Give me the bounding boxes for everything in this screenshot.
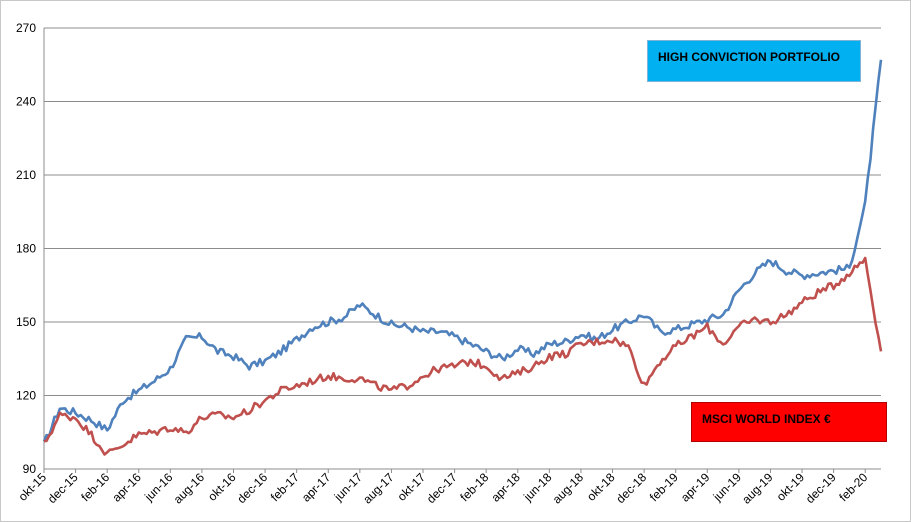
x-tick-label: jun-19 [710, 470, 744, 504]
x-tick-label: dec-15 [45, 470, 81, 506]
x-tick-label: dec-18 [613, 470, 649, 506]
y-tick-label: 150 [16, 315, 36, 329]
x-tick-label: aug-18 [550, 470, 587, 507]
x-tick-label: feb-19 [647, 470, 681, 504]
series-line-high-conviction-portfolio [42, 59, 883, 442]
x-tick-label: apr-18 [488, 470, 523, 505]
y-tick-label: 210 [16, 168, 36, 182]
legend-high-conviction-portfolio: HIGH CONVICTION PORTFOLIO [647, 40, 861, 82]
x-tick-label: aug-19 [739, 470, 776, 507]
x-tick-label: aug-17 [360, 470, 397, 507]
x-tick-label: apr-19 [678, 470, 713, 505]
x-tick-label: dec-19 [803, 470, 839, 506]
x-tick-label: jun-16 [141, 470, 175, 504]
x-tick-label: apr-17 [299, 470, 334, 505]
x-tick-label: okt-16 [205, 470, 239, 504]
x-tick-label: feb-18 [457, 470, 491, 504]
y-tick-label: 180 [16, 242, 36, 256]
x-tick-label: dec-17 [424, 470, 460, 506]
x-tick-label: okt-19 [774, 470, 808, 504]
x-tick-label: feb-16 [78, 470, 112, 504]
y-tick-label: 90 [23, 462, 37, 476]
x-tick-label: dec-16 [234, 470, 270, 506]
x-tick-label: feb-17 [268, 470, 302, 504]
y-tick-label: 120 [16, 389, 36, 403]
x-tick-label: jun-17 [331, 470, 365, 504]
series-line-msci-world-index [43, 256, 883, 456]
y-tick-label: 270 [16, 21, 36, 35]
x-tick-label: aug-16 [171, 470, 208, 507]
x-tick-label: feb-20 [836, 470, 870, 504]
x-tick-label: okt-17 [395, 470, 429, 504]
legend-msci-world-index: MSCI WORLD INDEX € [691, 402, 887, 442]
x-tick-label: okt-18 [584, 470, 618, 504]
y-tick-label: 240 [16, 95, 36, 109]
x-tick-label: apr-16 [109, 470, 144, 505]
x-tick-label: jun-18 [520, 470, 554, 504]
